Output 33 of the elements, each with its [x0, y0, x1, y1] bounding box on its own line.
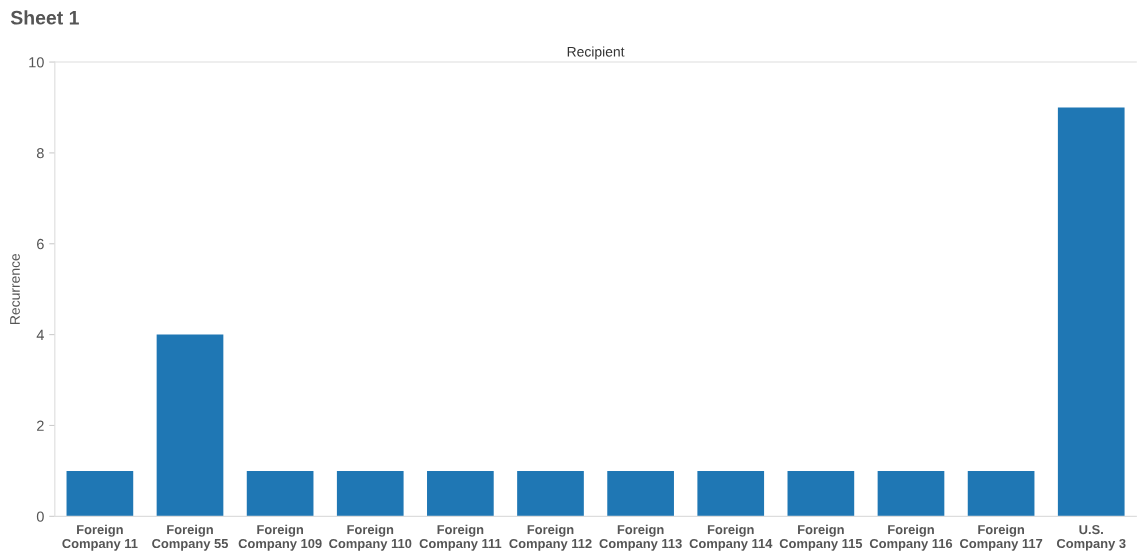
- x-tick-label: Foreign Company 115: [779, 524, 863, 551]
- bar: [66, 470, 134, 517]
- bar: [336, 470, 404, 517]
- x-axis-title: Recipient: [567, 46, 625, 60]
- y-tick-label: 10: [29, 57, 44, 68]
- x-tick-label: Foreign Company 117: [960, 524, 1043, 551]
- y-tick-label: 2: [37, 420, 44, 431]
- x-tick-label: Foreign Company 109: [238, 524, 322, 551]
- x-tick-label: Foreign Company 55: [152, 524, 229, 551]
- bar: [427, 470, 494, 517]
- bar: [877, 470, 945, 517]
- x-tick-label: Foreign Company 112: [509, 524, 592, 551]
- x-tick-label: U.S. Company 3: [1056, 525, 1126, 551]
- y-tick-label: 4: [36, 329, 44, 340]
- bar: [607, 470, 674, 517]
- y-tick-label: 0: [36, 511, 44, 522]
- y-tick-label: 6: [37, 238, 44, 250]
- x-tick-label: Foreign Company 110: [329, 524, 412, 551]
- y-tick-label: 8: [36, 148, 44, 159]
- chart-title: Sheet 1: [10, 10, 79, 25]
- x-tick-label: Foreign Company 114: [689, 524, 773, 551]
- x-tick-label: Foreign Company 111: [419, 524, 502, 551]
- bar: [697, 470, 765, 517]
- bar: [1057, 107, 1125, 517]
- bar: [787, 470, 855, 517]
- bar: [246, 470, 314, 517]
- x-tick-label: Foreign Company 113: [599, 524, 682, 551]
- y-axis-title: Recurrence: [10, 253, 20, 324]
- x-tick-label: Foreign Company 116: [869, 524, 953, 551]
- x-tick-label: Foreign Company 11: [62, 524, 138, 551]
- bar: [156, 334, 224, 517]
- bar: [967, 470, 1035, 517]
- bar: [517, 470, 584, 517]
